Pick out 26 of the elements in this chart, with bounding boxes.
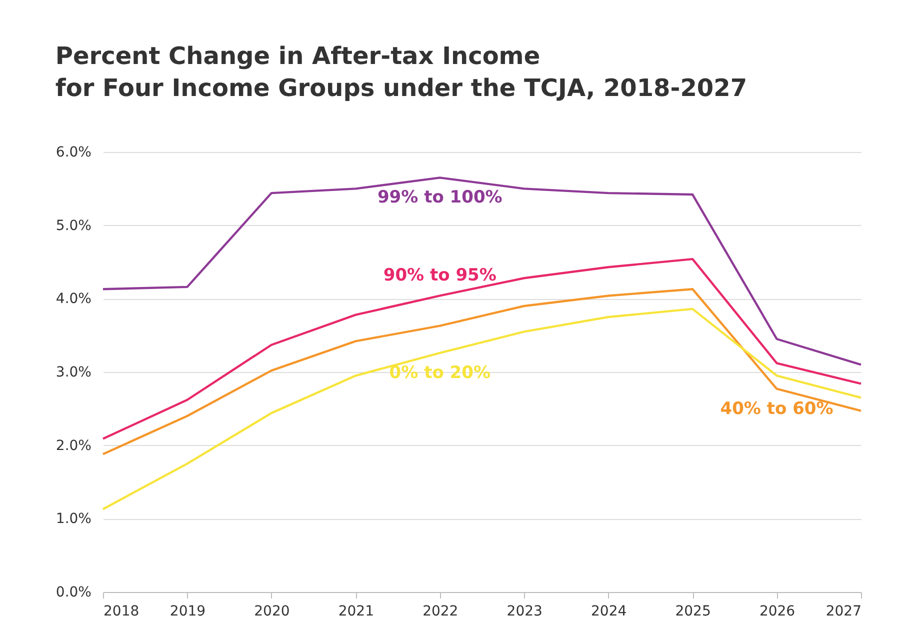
series-label: 90% to 95% — [383, 266, 496, 286]
line-series — [102, 258, 862, 440]
y-tick-label: 0.0% — [56, 584, 92, 600]
x-tick-label: 2018 — [104, 604, 140, 620]
x-tick-label: 2020 — [254, 604, 290, 620]
x-tick-label: 2025 — [675, 604, 711, 620]
line-series — [102, 288, 862, 456]
x-tick-label: 2027 — [826, 604, 862, 620]
y-tick-label: 2.0% — [56, 438, 92, 454]
chart-title: Percent Change in After-tax Income for Four Income Groups under the TCJA, 2018-2027 — [55, 42, 748, 102]
x-tick-label: 2026 — [759, 604, 796, 620]
x-tick-label: 2023 — [506, 604, 542, 620]
y-tick-label: 4.0% — [56, 291, 92, 308]
y-tick-label: 5.0% — [56, 218, 92, 234]
series-label: 99% to 100% — [377, 188, 502, 208]
y-tick-label: 6.0% — [56, 144, 92, 160]
series-label: 0% to 20% — [389, 362, 490, 383]
series-label: 40% to 60% — [720, 398, 834, 419]
y-tick-label: 3.0% — [56, 364, 92, 380]
x-tick-label: 2024 — [591, 604, 627, 620]
line-series — [102, 176, 862, 366]
y-tick-label: 1.0% — [56, 511, 92, 528]
x-tick-label: 2021 — [338, 604, 374, 620]
x-tick-label: 2022 — [422, 604, 458, 620]
line-series — [102, 308, 862, 510]
x-tick-label: 2019 — [170, 604, 206, 620]
